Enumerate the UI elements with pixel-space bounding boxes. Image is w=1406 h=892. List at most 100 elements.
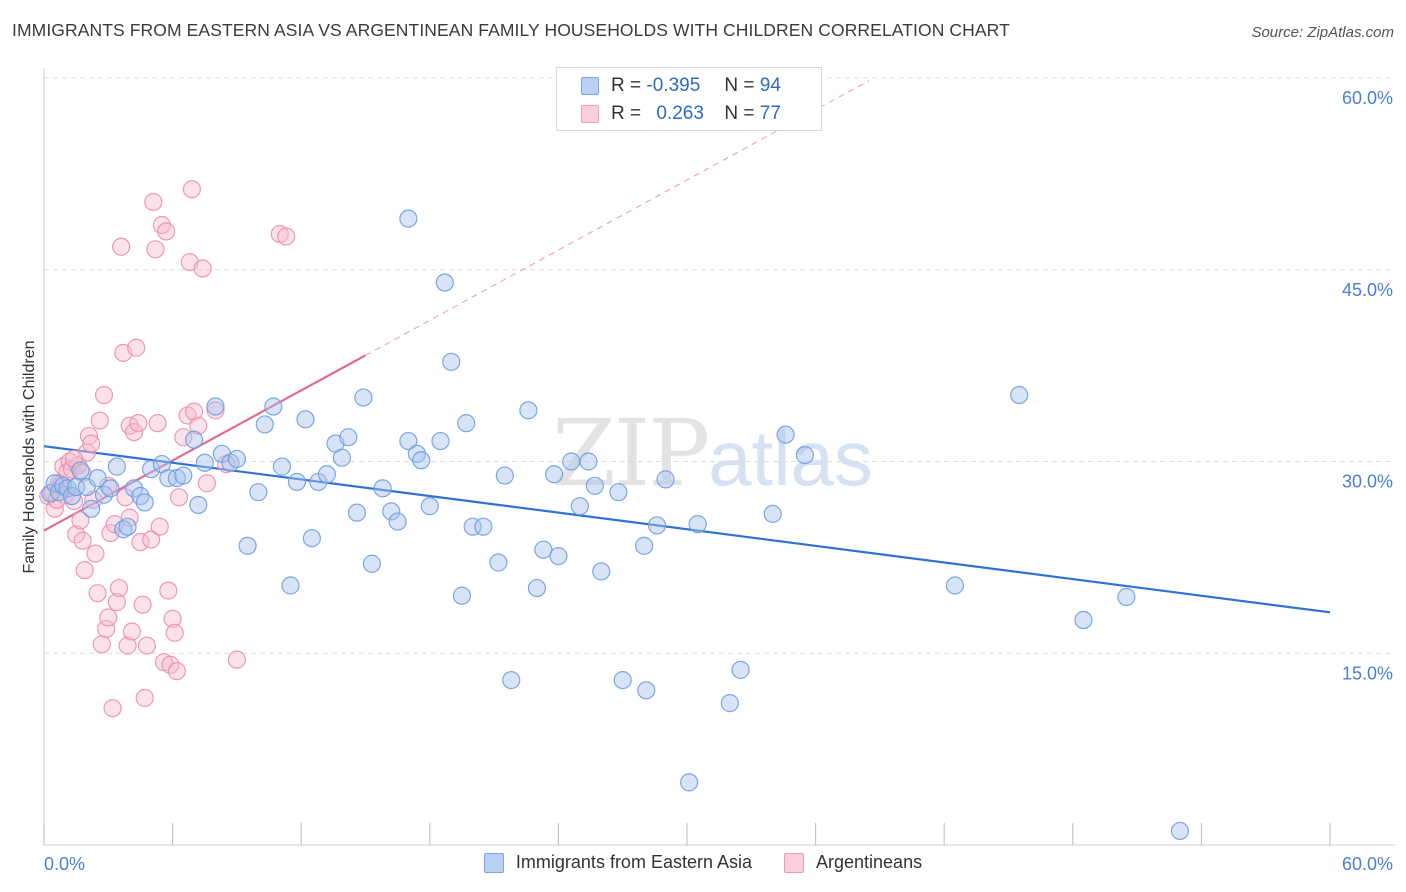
argentineans-point [197, 474, 216, 493]
eastern-asia-point [519, 401, 538, 420]
eastern-asia-point [1117, 587, 1136, 607]
eastern-asia-point [495, 466, 514, 485]
argentineans-point [148, 414, 167, 433]
watermark-zip: ZIP [552, 400, 710, 507]
y-tick-label: 30.0% [1342, 472, 1393, 492]
argentineans-point [88, 584, 107, 603]
eastern-asia-point [88, 469, 107, 488]
eastern-asia-point [1074, 610, 1093, 630]
argentineans-point [107, 593, 126, 612]
trend-lines [43, 80, 1331, 614]
argentineans-point [157, 222, 176, 241]
eastern-asia-point [527, 578, 547, 598]
eastern-asia-point [562, 452, 581, 471]
eastern-asia-point [647, 516, 667, 535]
argentineans-point [133, 595, 152, 614]
x-tick-label: 0.0% [44, 854, 85, 874]
eastern-asia-point [545, 465, 564, 484]
argentineans-point [206, 401, 225, 420]
eastern-asia-point [399, 431, 418, 451]
eastern-asia-point [534, 540, 553, 559]
eastern-asia-point [592, 562, 611, 581]
eastern-asia-point [238, 536, 257, 555]
n-label: N = [724, 75, 755, 96]
eastern-asia-point [1170, 821, 1190, 841]
argentineans-point [73, 531, 92, 550]
eastern-asia-point [399, 209, 418, 228]
argentineans-point [86, 544, 105, 563]
source-credit: Source: ZipAtlas.com [1251, 24, 1394, 41]
x-tick-label: 60.0% [1342, 854, 1393, 874]
eastern-asia-point [579, 452, 598, 471]
argentineans-point [71, 511, 90, 530]
eastern-asia-point [332, 448, 352, 467]
eastern-asia-point [135, 493, 154, 512]
argentineans-point [169, 488, 189, 507]
eastern-asia-point [680, 773, 699, 792]
eastern-asia-point [281, 576, 300, 595]
eastern-asia-point [296, 410, 315, 429]
eastern-asia-point [62, 486, 81, 506]
argentineans-point [182, 180, 201, 199]
eastern-asia-point [795, 446, 814, 465]
argentineans-point [131, 532, 150, 552]
argentineans-point [159, 581, 178, 600]
legend-row-pink: R = 0.263 N = 77 [581, 101, 781, 127]
eastern-asia-point [452, 586, 472, 605]
r-value: 0.263 [656, 103, 704, 124]
series-legend: Immigrants from Eastern Asia Argentinean… [0, 852, 1406, 873]
eastern-asia-point [635, 536, 654, 555]
argentineans-point [165, 623, 184, 642]
data-points [39, 180, 1190, 841]
eastern-asia-trend-line [43, 445, 1331, 614]
y-tick-label: 15.0% [1342, 663, 1393, 683]
eastern-asia-point [255, 415, 274, 434]
n-label: N = [724, 103, 755, 124]
argentineans-point [109, 578, 129, 598]
eastern-asia-point [272, 457, 292, 476]
argentineans-point [135, 688, 154, 708]
argentineans-point [146, 240, 165, 259]
eastern-asia-point [347, 503, 367, 522]
argentineans-point [112, 237, 131, 256]
eastern-asia-point [502, 670, 521, 690]
argentineans-point [97, 619, 116, 639]
pink-swatch [581, 105, 599, 123]
legend-item-argentineans[interactable]: Argentineans [784, 852, 922, 873]
argentineans-point [167, 662, 186, 681]
pink-swatch [784, 852, 804, 873]
eastern-asia-point [82, 499, 101, 518]
eastern-asia-point [354, 388, 373, 407]
eastern-asia-point [656, 470, 675, 489]
argentineans-point [277, 227, 296, 246]
eastern-asia-point [457, 414, 476, 433]
argentineans-point [163, 609, 182, 628]
argentineans-point [129, 414, 148, 433]
r-label: R = [611, 103, 642, 124]
argentineans-point [103, 699, 122, 718]
eastern-asia-point [688, 515, 707, 534]
argentineans-point [82, 434, 101, 453]
eastern-asia-point [388, 512, 407, 531]
eastern-asia-point [763, 504, 782, 524]
eastern-asia-point [637, 681, 656, 700]
n-value: 94 [759, 75, 781, 96]
watermark-atlas: atlas [708, 414, 873, 502]
eastern-asia-point [731, 660, 750, 679]
eastern-asia-point [570, 497, 589, 516]
argentineans-point [150, 517, 169, 536]
eastern-asia-point [420, 497, 439, 516]
legend-item-eastern-asia[interactable]: Immigrants from Eastern Asia [483, 852, 752, 873]
eastern-asia-point [118, 517, 137, 536]
eastern-asia-point [1010, 385, 1029, 405]
argentineans-point [92, 635, 111, 654]
eastern-asia-point [609, 483, 628, 502]
eastern-asia-point [195, 453, 214, 472]
eastern-asia-point [442, 352, 461, 371]
legend-label: Immigrants from Eastern Asia [515, 852, 752, 872]
argentineans-point [174, 428, 193, 447]
argentineans-point [90, 411, 109, 430]
eastern-asia-point [412, 451, 431, 470]
argentineans-point [189, 416, 208, 435]
watermark: ZIPatlas [552, 400, 873, 507]
